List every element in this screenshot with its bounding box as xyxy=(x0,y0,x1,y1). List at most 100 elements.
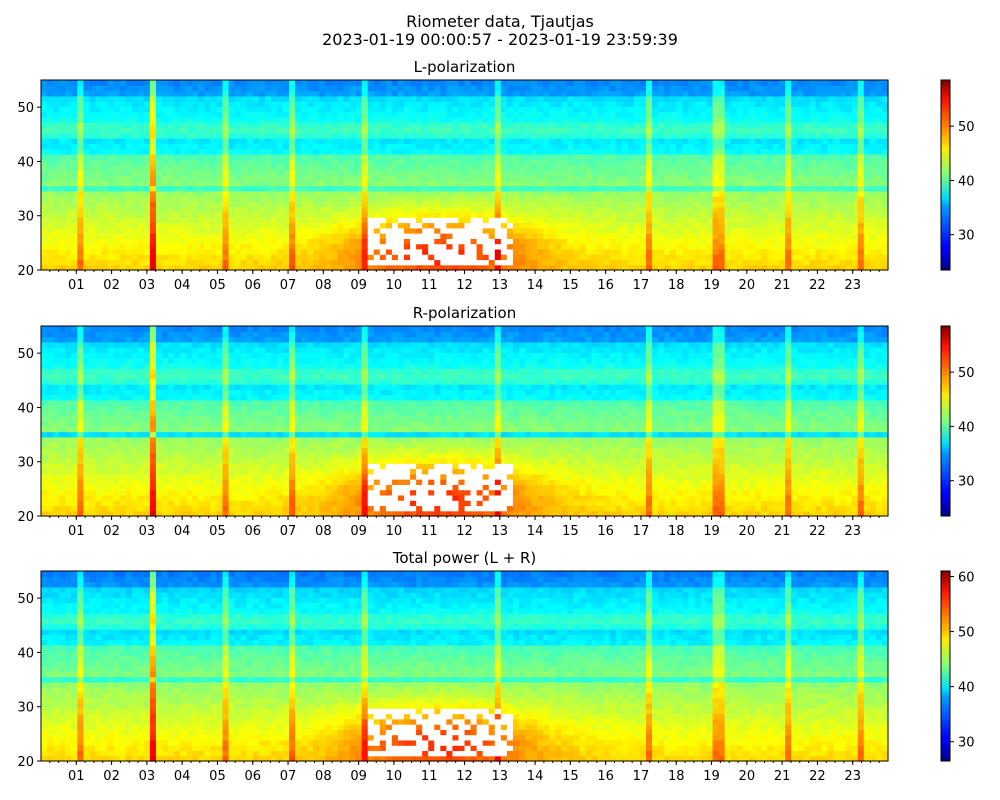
x-tick-label: 02 xyxy=(103,524,120,539)
colorbar-tick-label: 50 xyxy=(958,120,975,135)
x-tick-label: 11 xyxy=(421,769,438,784)
x-tick-label: 13 xyxy=(492,769,509,784)
x-tick-label: 22 xyxy=(809,769,826,784)
x-tick-label: 12 xyxy=(456,524,473,539)
x-tick-label: 02 xyxy=(103,278,120,293)
x-tick-label: 21 xyxy=(774,769,791,784)
x-tick-label: 05 xyxy=(209,278,226,293)
x-tick-label: 03 xyxy=(139,769,156,784)
heatmap-image xyxy=(41,571,889,762)
panel-title: L-polarization xyxy=(414,58,516,76)
y-tick-label: 30 xyxy=(17,210,34,225)
x-tick-label: 08 xyxy=(315,524,332,539)
x-tick-label: 23 xyxy=(844,769,861,784)
colorbar: 30 40 50 60 xyxy=(940,570,975,762)
x-tick-label: 21 xyxy=(774,524,791,539)
x-tick-label: 12 xyxy=(456,769,473,784)
x-tick-label: 15 xyxy=(562,769,579,784)
x-tick-label: 08 xyxy=(315,769,332,784)
colorbar: 30 40 50 xyxy=(940,325,975,517)
y-tick-label: 20 xyxy=(17,510,34,525)
x-tick-label: 20 xyxy=(739,769,756,784)
x-tick-label: 07 xyxy=(280,278,297,293)
x-tick-label: 16 xyxy=(597,278,614,293)
x-tick-label: 06 xyxy=(244,769,261,784)
x-tick-label: 13 xyxy=(492,278,509,293)
panels-group: L-polarization 20 30 40 50 01 02 03 04 05 06 07 08 09… xyxy=(17,58,974,784)
x-tick-label: 09 xyxy=(350,769,367,784)
x-tick-label: 10 xyxy=(386,278,403,293)
x-tick-label: 14 xyxy=(527,278,544,293)
x-tick-label: 23 xyxy=(844,524,861,539)
x-tick-label: 10 xyxy=(386,769,403,784)
y-tick-label: 50 xyxy=(17,101,34,116)
x-tick-label: 05 xyxy=(209,769,226,784)
x-tick-label: 19 xyxy=(703,278,720,293)
x-tick-label: 15 xyxy=(562,524,579,539)
x-tick-label: 07 xyxy=(280,769,297,784)
x-tick-label: 07 xyxy=(280,524,297,539)
y-tick-label: 40 xyxy=(17,155,34,170)
x-tick-label: 17 xyxy=(633,278,650,293)
x-tick-label: 06 xyxy=(244,524,261,539)
heatmap-image xyxy=(41,80,889,271)
x-tick-label: 04 xyxy=(174,524,191,539)
panel-title: R-polarization xyxy=(413,304,516,322)
colorbar-tick-label: 40 xyxy=(958,174,975,189)
x-tick-label: 06 xyxy=(244,278,261,293)
y-tick-label: 50 xyxy=(17,347,34,362)
x-tick-label: 01 xyxy=(68,769,85,784)
x-tick-label: 18 xyxy=(668,524,685,539)
panel-2: R-polarization 20 30 40 50 01 02 03 04 05 06 07 08 09… xyxy=(17,304,974,539)
x-tick-label: 21 xyxy=(774,278,791,293)
colorbar-gradient xyxy=(940,79,951,271)
x-tick-label: 11 xyxy=(421,524,438,539)
colorbar-tick-label: 30 xyxy=(958,229,975,244)
x-tick-label: 01 xyxy=(68,278,85,293)
x-tick-label: 20 xyxy=(739,524,756,539)
colorbar-tick-label: 60 xyxy=(958,571,975,586)
x-tick-label: 16 xyxy=(597,524,614,539)
x-tick-label: 18 xyxy=(668,769,685,784)
heatmap-image xyxy=(41,326,889,517)
x-tick-label: 22 xyxy=(809,278,826,293)
y-tick-label: 20 xyxy=(17,264,34,279)
x-tick-label: 04 xyxy=(174,278,191,293)
figure-title-line1: Riometer data, Tjautjas xyxy=(406,12,594,31)
x-tick-label: 19 xyxy=(703,524,720,539)
x-tick-label: 09 xyxy=(350,524,367,539)
colorbar: 30 40 50 xyxy=(940,79,975,271)
y-tick-label: 30 xyxy=(17,456,34,471)
x-tick-label: 14 xyxy=(527,524,544,539)
y-tick-label: 40 xyxy=(17,401,34,416)
x-tick-label: 23 xyxy=(844,278,861,293)
x-tick-label: 08 xyxy=(315,278,332,293)
panel-title: Total power (L + R) xyxy=(392,549,537,567)
x-tick-label: 19 xyxy=(703,769,720,784)
x-tick-label: 04 xyxy=(174,769,191,784)
x-tick-label: 14 xyxy=(527,769,544,784)
x-tick-label: 18 xyxy=(668,278,685,293)
colorbar-tick-label: 50 xyxy=(958,366,975,381)
x-tick-label: 01 xyxy=(68,524,85,539)
colorbar-tick-label: 40 xyxy=(958,681,975,696)
x-tick-label: 12 xyxy=(456,278,473,293)
colorbar-tick-label: 50 xyxy=(958,626,975,641)
x-tick-label: 17 xyxy=(633,524,650,539)
x-tick-label: 16 xyxy=(597,769,614,784)
x-tick-label: 10 xyxy=(386,524,403,539)
x-tick-label: 03 xyxy=(139,278,156,293)
y-tick-label: 40 xyxy=(17,646,34,661)
x-tick-label: 22 xyxy=(809,524,826,539)
figure-title-line2: 2023-01-19 00:00:57 - 2023-01-19 23:59:3… xyxy=(322,30,678,49)
x-tick-label: 15 xyxy=(562,278,579,293)
x-tick-label: 02 xyxy=(103,769,120,784)
x-tick-label: 05 xyxy=(209,524,226,539)
x-tick-label: 09 xyxy=(350,278,367,293)
y-tick-label: 50 xyxy=(17,592,34,607)
x-tick-label: 11 xyxy=(421,278,438,293)
x-tick-label: 03 xyxy=(139,524,156,539)
colorbar-gradient xyxy=(940,325,951,517)
colorbar-tick-label: 40 xyxy=(958,420,975,435)
